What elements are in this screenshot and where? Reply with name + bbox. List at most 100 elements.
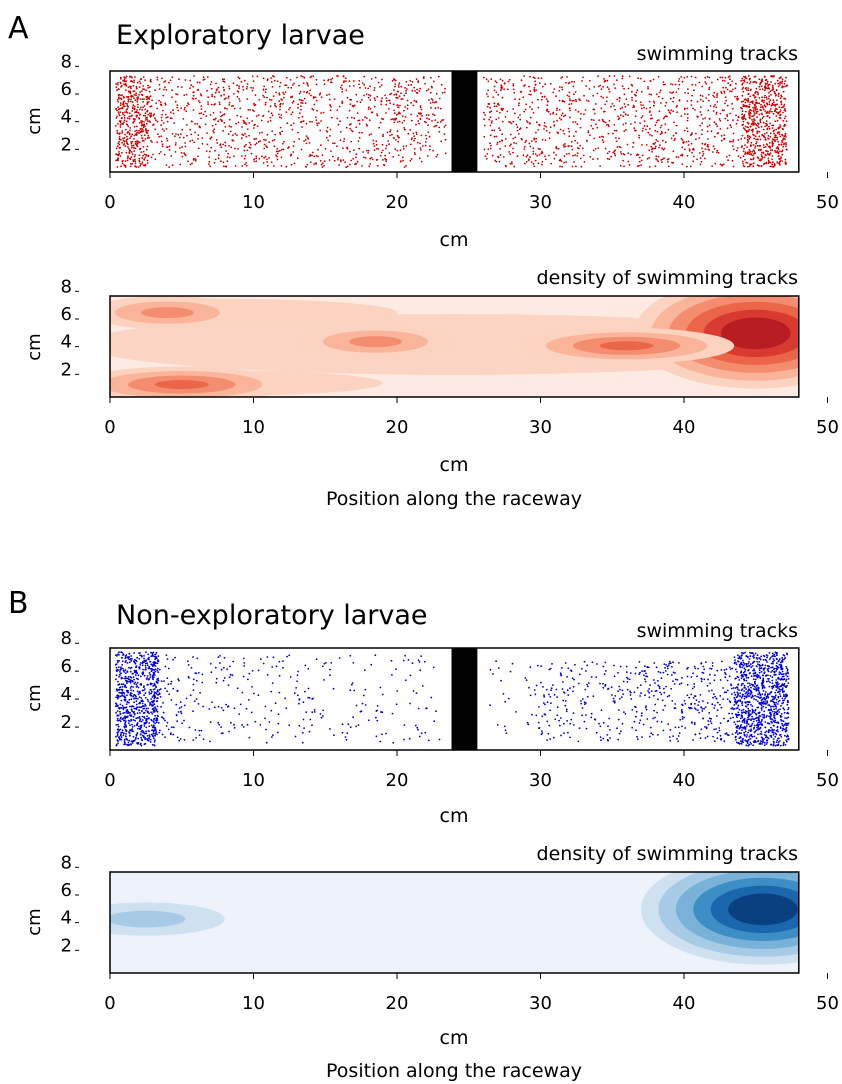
track-point: [708, 93, 710, 96]
track-point: [124, 160, 127, 163]
track-point: [145, 732, 148, 735]
track-point: [386, 131, 389, 134]
track-point: [346, 96, 349, 99]
track-point: [135, 659, 138, 662]
track-point: [674, 137, 676, 140]
track-point: [216, 142, 219, 144]
track-point: [373, 87, 376, 89]
track-point: [126, 103, 129, 105]
track-point: [662, 148, 665, 151]
track-point: [776, 744, 778, 747]
track-point: [201, 673, 204, 676]
track-point: [487, 80, 490, 83]
track-point: [735, 149, 738, 152]
track-point: [184, 79, 187, 81]
track-point: [122, 144, 125, 146]
track-point: [523, 145, 526, 148]
track-point: [425, 134, 427, 137]
track-point: [583, 113, 585, 116]
track-point: [351, 130, 354, 133]
track-point: [735, 114, 737, 117]
track-point: [748, 682, 751, 685]
track-point: [161, 113, 164, 116]
track-point: [300, 99, 303, 102]
track-point: [760, 85, 763, 88]
track-point: [783, 142, 785, 145]
track-point: [198, 729, 201, 732]
track-point: [721, 109, 724, 112]
track-point: [125, 151, 128, 154]
track-point: [580, 702, 583, 705]
track-point: [683, 108, 686, 110]
track-point: [336, 75, 338, 77]
track-point: [139, 675, 142, 678]
track-point: [729, 78, 731, 81]
track-point: [722, 86, 724, 89]
track-point: [163, 130, 166, 132]
track-point: [752, 110, 755, 113]
track-point: [117, 158, 119, 160]
track-point: [580, 112, 582, 115]
track-point: [500, 139, 503, 142]
track-point: [772, 142, 774, 145]
track-point: [298, 116, 300, 119]
track-point: [270, 77, 273, 79]
track-point: [648, 165, 651, 168]
track-point: [196, 81, 199, 84]
track-point: [660, 677, 663, 680]
track-point: [662, 83, 665, 86]
track-point: [129, 137, 131, 140]
track-point: [573, 81, 576, 83]
track-point: [210, 81, 213, 83]
track-point: [661, 158, 664, 161]
track-point: [587, 131, 590, 134]
track-point: [623, 87, 625, 90]
track-point: [614, 87, 617, 89]
track-point: [373, 149, 376, 152]
track-point: [742, 659, 744, 662]
track-point: [215, 677, 218, 680]
track-point: [395, 114, 398, 116]
track-point: [141, 137, 144, 140]
track-point: [358, 80, 361, 82]
track-point: [778, 116, 781, 119]
track-point: [276, 152, 279, 155]
track-point: [124, 89, 127, 91]
track-point: [288, 724, 291, 727]
track-point: [236, 84, 239, 87]
track-point: [403, 166, 406, 169]
track-point: [698, 81, 701, 84]
track-point: [380, 103, 383, 106]
track-point: [359, 101, 362, 104]
track-point: [266, 78, 269, 81]
track-point: [128, 132, 131, 135]
track-point: [193, 157, 195, 160]
track-point: [638, 673, 641, 675]
track-point: [737, 139, 740, 141]
track-point: [704, 148, 707, 151]
track-point: [783, 711, 786, 714]
track-point: [696, 158, 698, 161]
track-point: [138, 667, 141, 670]
track-point: [129, 163, 132, 165]
track-point: [512, 84, 515, 87]
track-point: [581, 698, 584, 700]
track-point: [135, 129, 138, 132]
track-point: [548, 693, 550, 696]
track-point: [560, 77, 563, 79]
track-point: [155, 709, 158, 711]
track-point: [192, 689, 195, 691]
track-point: [586, 664, 589, 667]
track-point: [397, 106, 400, 108]
track-point: [606, 96, 608, 99]
track-point: [135, 686, 138, 688]
track-point: [154, 706, 156, 708]
track-point: [734, 687, 737, 689]
track-point: [754, 135, 757, 138]
track-point: [162, 94, 165, 97]
track-point: [274, 133, 277, 136]
track-point: [613, 152, 616, 155]
track-point: [596, 158, 599, 160]
track-point: [130, 100, 132, 103]
track-point: [701, 154, 704, 157]
